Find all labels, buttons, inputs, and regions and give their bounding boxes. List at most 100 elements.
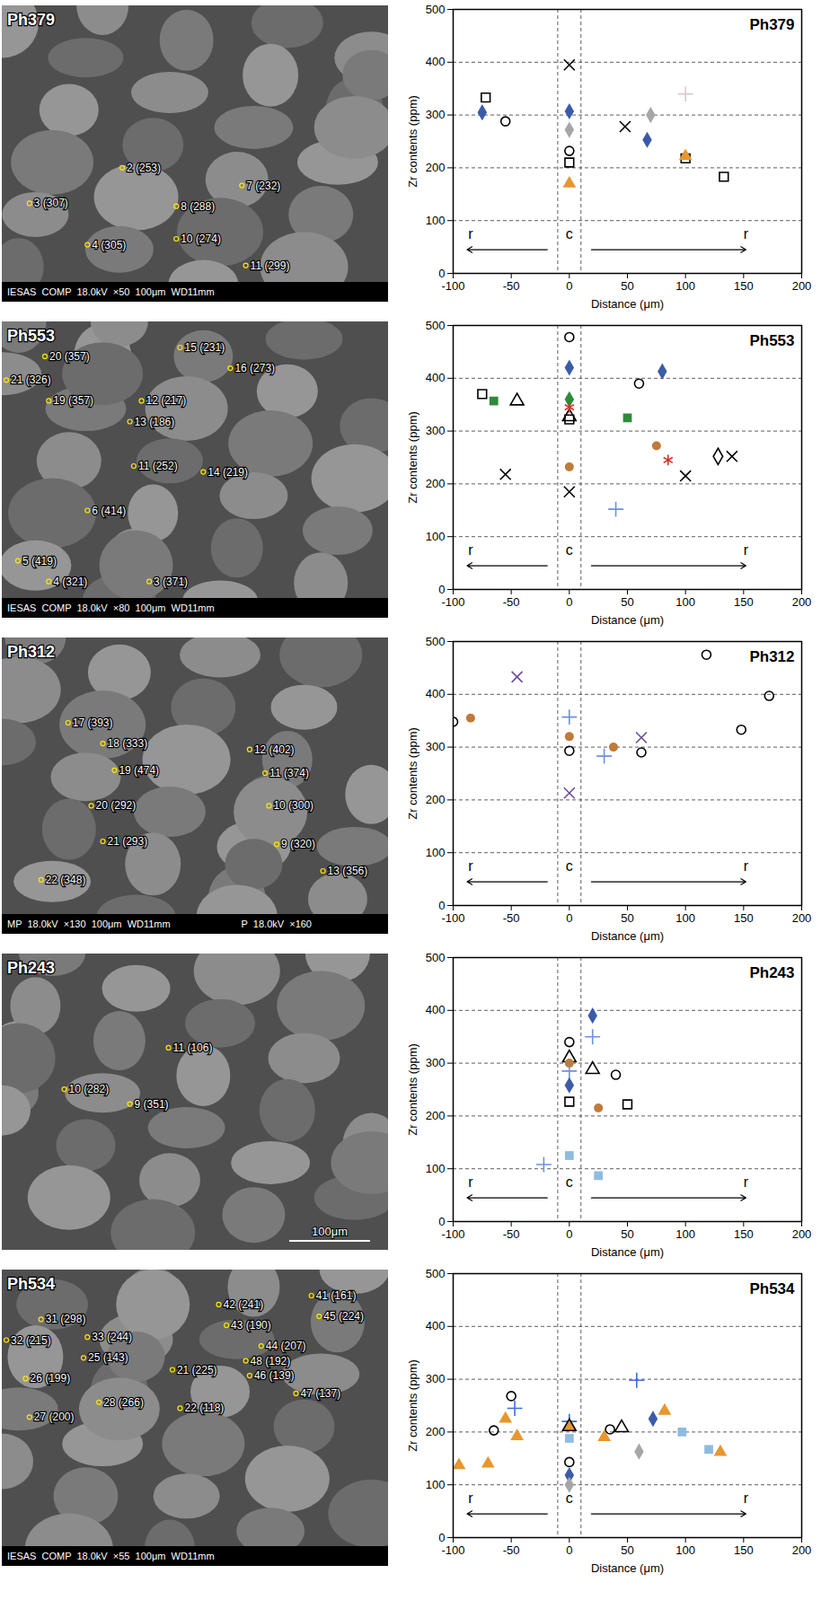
svg-text:0: 0 [438,582,445,597]
svg-text:50: 50 [620,279,634,293]
svg-text:0: 0 [438,1531,445,1545]
svg-text:41 (161): 41 (161) [316,1289,357,1303]
svg-text:0: 0 [438,266,445,281]
svg-text:Distance (μm): Distance (μm) [591,1562,664,1576]
svg-text:47 (137): 47 (137) [300,1387,342,1401]
svg-text:500: 500 [425,951,446,965]
svg-text:-50: -50 [503,1544,521,1558]
svg-text:200: 200 [425,1425,446,1439]
svg-text:Distance (μm): Distance (μm) [591,297,664,311]
svg-text:8 (288): 8 (288) [180,200,215,213]
svg-text:25 (143): 25 (143) [88,1351,129,1365]
svg-text:44 (207): 44 (207) [265,1340,307,1353]
svg-text:150: 150 [733,595,754,610]
svg-text:Ph534: Ph534 [7,1275,55,1294]
svg-text:100: 100 [425,1478,446,1492]
svg-text:-50: -50 [503,911,521,926]
svg-text:-100: -100 [441,279,465,293]
svg-text:r: r [743,1491,750,1507]
svg-text:21 (225): 21 (225) [176,1364,218,1378]
svg-text:500: 500 [425,635,446,649]
svg-text:0: 0 [565,595,573,610]
svg-text:50: 50 [620,1227,634,1242]
svg-text:-50: -50 [503,279,521,293]
svg-text:c: c [565,858,574,874]
svg-text:Distance (μm): Distance (μm) [591,929,664,944]
svg-text:11 (299): 11 (299) [250,259,291,273]
svg-text:0: 0 [565,279,573,293]
svg-text:9 (320): 9 (320) [281,838,316,851]
svg-text:32 (215): 32 (215) [10,1334,52,1348]
svg-text:11 (374): 11 (374) [269,767,309,780]
svg-text:0: 0 [438,899,445,913]
svg-text:IESAS COMP 18.0kV ×80 100μ: IESAS COMP 18.0kV ×80 100μm WD11mm [7,602,215,614]
svg-text:r: r [467,1174,474,1191]
svg-text:13 (356): 13 (356) [327,865,369,878]
svg-text:Zr contents (ppm): Zr contents (ppm) [406,1043,420,1137]
svg-text:15 (231): 15 (231) [185,341,226,354]
svg-text:200: 200 [792,595,813,610]
svg-text:Ph243: Ph243 [749,964,795,982]
svg-text:10 (274): 10 (274) [180,232,221,246]
svg-text:IESAS COMP 18.0kV ×55 100μ: IESAS COMP 18.0kV ×55 100μm WD11mm [7,1551,215,1563]
svg-text:150: 150 [733,911,754,926]
svg-text:27 (200): 27 (200) [34,1411,75,1424]
svg-text:Distance (μm): Distance (μm) [591,1245,664,1260]
svg-text:r: r [743,542,750,558]
svg-text:12 (217): 12 (217) [146,394,187,407]
svg-text:c: c [565,1491,574,1507]
svg-text:5 (419): 5 (419) [22,555,57,568]
svg-text:-50: -50 [503,1227,521,1242]
svg-text:0: 0 [565,1227,573,1242]
svg-text:200: 200 [792,279,813,293]
svg-text:400: 400 [425,687,446,701]
svg-text:r: r [467,226,474,242]
svg-text:-100: -100 [441,595,465,610]
svg-text:100: 100 [675,1227,696,1242]
svg-text:4 (305): 4 (305) [91,238,126,252]
svg-text:22 (118): 22 (118) [185,1402,225,1415]
svg-text:50: 50 [620,1544,634,1558]
svg-text:48 (192): 48 (192) [250,1355,292,1369]
svg-text:20 (357): 20 (357) [49,350,90,363]
svg-text:43 (190): 43 (190) [230,1319,272,1333]
svg-text:200: 200 [425,793,446,807]
svg-text:300: 300 [425,423,446,438]
svg-text:c: c [565,1174,574,1191]
svg-text:46 (139): 46 (139) [254,1369,295,1383]
svg-text:200: 200 [425,160,446,175]
svg-text:P 18.0kV ×160: P 18.0kV ×160 [241,918,312,930]
svg-text:r: r [467,858,474,874]
svg-text:26 (199): 26 (199) [30,1372,71,1386]
svg-text:11 (252): 11 (252) [138,459,178,473]
svg-text:0: 0 [565,1544,573,1558]
svg-text:r: r [743,226,750,242]
svg-text:12 (402): 12 (402) [254,743,295,757]
svg-text:13 (186): 13 (186) [134,415,176,429]
svg-text:11 (106): 11 (106) [173,1041,213,1055]
svg-text:42 (241): 42 (241) [223,1298,265,1312]
svg-text:6 (414): 6 (414) [91,504,126,518]
svg-text:100μm: 100μm [311,1225,348,1239]
svg-text:0: 0 [438,1215,445,1229]
svg-text:-100: -100 [441,1227,465,1242]
svg-text:0: 0 [565,911,573,926]
svg-text:Zr contents (ppm): Zr contents (ppm) [406,727,420,821]
svg-text:500: 500 [425,2,446,17]
svg-text:Ph379: Ph379 [7,10,55,29]
svg-text:50: 50 [620,595,634,610]
svg-text:200: 200 [792,1227,813,1242]
svg-text:19 (357): 19 (357) [52,394,94,407]
svg-text:100: 100 [425,213,446,228]
svg-text:200: 200 [425,1109,446,1123]
svg-text:Ph534: Ph534 [749,1280,795,1298]
svg-text:Ph553: Ph553 [7,326,55,345]
svg-text:500: 500 [425,1267,446,1281]
svg-text:-50: -50 [503,595,521,610]
svg-text:MP 18.0kV ×130 100μm WD11m: MP 18.0kV ×130 100μm WD11mm [7,918,171,930]
svg-text:Zr contents (ppm): Zr contents (ppm) [406,1359,420,1453]
svg-text:300: 300 [425,107,446,122]
svg-text:300: 300 [425,740,446,754]
svg-text:500: 500 [425,318,446,333]
svg-text:28 (266): 28 (266) [103,1396,144,1410]
